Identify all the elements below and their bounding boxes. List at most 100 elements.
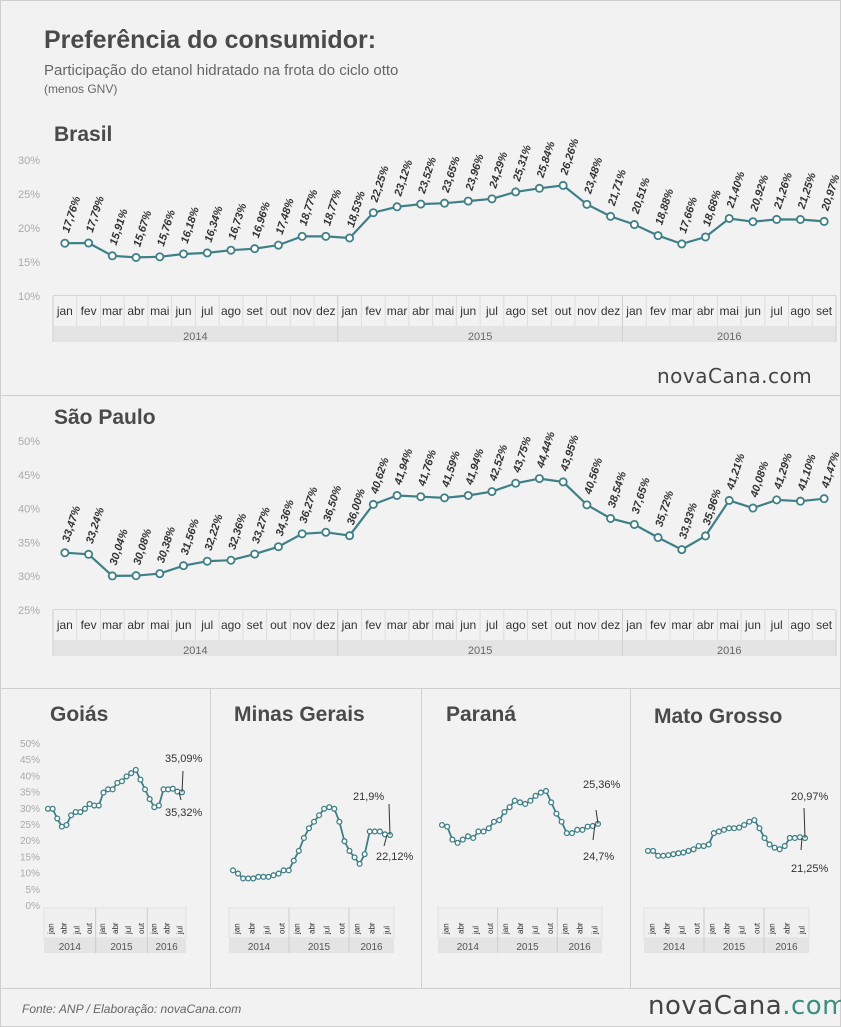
brasil-data-label: 15,67% — [131, 209, 154, 248]
mato-grosso-point — [670, 851, 677, 858]
goias-month-label: out — [137, 922, 146, 934]
sao-paulo-month-label: out — [270, 618, 287, 632]
brasil-point — [321, 231, 331, 241]
brasil-point — [131, 252, 141, 262]
footer-source: Fonte: ANP / Elaboração: novaCana.com — [22, 1002, 242, 1016]
mato-grosso-annotation-1: 20,97% — [791, 791, 829, 803]
sao-paulo-month-label: jun — [744, 618, 761, 632]
parana-point — [516, 799, 524, 806]
minas-gerais-point — [270, 872, 277, 879]
sao-paulo-data-label: 38,54% — [606, 470, 629, 509]
parana-annotation-2: 24,7% — [583, 851, 614, 863]
sao-paulo-point — [131, 571, 141, 581]
sao-paulo-data-label: 33,24% — [84, 506, 107, 545]
mato-grosso-point — [791, 834, 798, 842]
sao-paulo-data-label: 36,50% — [321, 484, 344, 523]
sao-paulo-point — [582, 500, 592, 510]
brasil-month-label: out — [555, 304, 572, 318]
mato-grosso-point — [771, 844, 778, 851]
minas-gerais-point — [305, 825, 313, 832]
sao-paulo-data-label: 41,10% — [796, 453, 819, 493]
sao-paulo-point — [795, 496, 805, 506]
sao-paulo-point — [677, 545, 687, 555]
mato-grosso-point — [665, 852, 672, 859]
brasil-point — [819, 216, 829, 226]
sao-paulo-month-label: fev — [365, 618, 381, 632]
brasil-month-label: ago — [790, 304, 810, 318]
goias-year-band — [44, 938, 186, 953]
brasil-data-label: 18,77% — [321, 188, 344, 227]
sao-paulo-data-label: 41,47% — [819, 450, 841, 490]
sao-paulo-month-label: nov — [292, 618, 311, 632]
mato-grosso-year-label: 2016 — [775, 942, 798, 953]
sao-paulo-ytick: 30% — [18, 571, 40, 583]
mato-grosso-point — [741, 821, 748, 829]
goias-month-label: jan — [46, 923, 55, 935]
footer-logo: novaCana.com — [648, 991, 841, 1021]
mato-grosso-annotation-2: 21,25% — [791, 863, 829, 875]
minas-gerais-point — [240, 875, 247, 882]
brasil-month-label: fev — [650, 304, 666, 318]
sao-paulo-month-label: mai — [720, 618, 739, 632]
goias-series-line — [48, 768, 183, 828]
parana-point — [563, 830, 570, 837]
goias-month-label: jul — [176, 926, 185, 935]
parana-point — [485, 825, 492, 832]
sao-paulo-point — [226, 555, 236, 565]
minas-gerais-point — [321, 805, 328, 812]
brasil-data-label: 25,31% — [511, 143, 534, 183]
parana-month-label: jul — [591, 926, 600, 935]
brasil-data-label: 23,65% — [440, 155, 463, 195]
brasil-data-label: 23,96% — [463, 153, 486, 193]
goias-year-label: 2015 — [110, 942, 133, 953]
mato-grosso-point — [705, 841, 712, 848]
minas-gerais-annotation-2: 22,12% — [376, 851, 414, 863]
parana-point — [537, 789, 544, 796]
sao-paulo-month-label: mai — [150, 618, 169, 632]
minas-gerais-month-label: jul — [383, 926, 392, 935]
brasil-data-label: 21,71% — [606, 168, 629, 208]
divider-2 — [0, 688, 841, 689]
minas-gerais-point — [310, 818, 318, 825]
goias-month-label: jul — [124, 926, 133, 935]
mato-grosso-year-label: 2015 — [723, 942, 746, 953]
brasil-data-label: 15,91% — [108, 207, 131, 246]
brasil-month-label: jul — [200, 304, 213, 318]
goias-ytick: 35% — [20, 788, 40, 799]
minas-gerais-month-label: jul — [263, 926, 272, 935]
sao-paulo-month-label: set — [531, 618, 548, 632]
mato-grosso-month-label: abr — [783, 922, 792, 934]
mato-grosso-point — [756, 825, 763, 832]
mato-grosso-point — [731, 825, 738, 832]
minas-gerais-point — [316, 812, 323, 819]
sao-paulo-data-label: 32,36% — [226, 512, 249, 551]
parana-point — [444, 823, 451, 830]
sao-paulo-point — [416, 492, 426, 502]
brasil-point — [250, 244, 260, 254]
sao-paulo-data-label: 33,47% — [60, 504, 83, 543]
sao-paulo-data-label: 33,93% — [677, 501, 700, 540]
parana-point — [558, 818, 565, 825]
minas-gerais-point — [361, 851, 368, 858]
brasil-point — [629, 220, 639, 230]
brasil-month-label: set — [816, 304, 833, 318]
parana-point — [548, 799, 555, 806]
minas-gerais-point — [341, 838, 348, 845]
goias-month-band — [43, 907, 187, 939]
minas-gerais-point — [285, 867, 292, 874]
sao-paulo-point — [629, 519, 639, 529]
goias-annotation-1: 35,09% — [165, 753, 203, 765]
sao-paulo-point — [202, 556, 212, 566]
mato-grosso-annotation-leader-1 — [803, 807, 806, 839]
brasil-data-label: 17,48% — [274, 197, 297, 236]
mato-grosso-month-label: jul — [798, 926, 807, 935]
parana-point — [464, 833, 472, 840]
sao-paulo-month-label: dez — [316, 618, 335, 632]
minas-gerais-month-label: jan — [353, 923, 362, 935]
sao-paulo-month-label: jan — [341, 618, 358, 632]
brasil-data-label: 17,66% — [677, 195, 700, 234]
mato-grosso-point — [710, 830, 717, 837]
brasil-data-label: 23,52% — [416, 156, 439, 196]
mato-grosso-month-band — [643, 907, 810, 939]
sao-paulo-point — [321, 527, 331, 537]
